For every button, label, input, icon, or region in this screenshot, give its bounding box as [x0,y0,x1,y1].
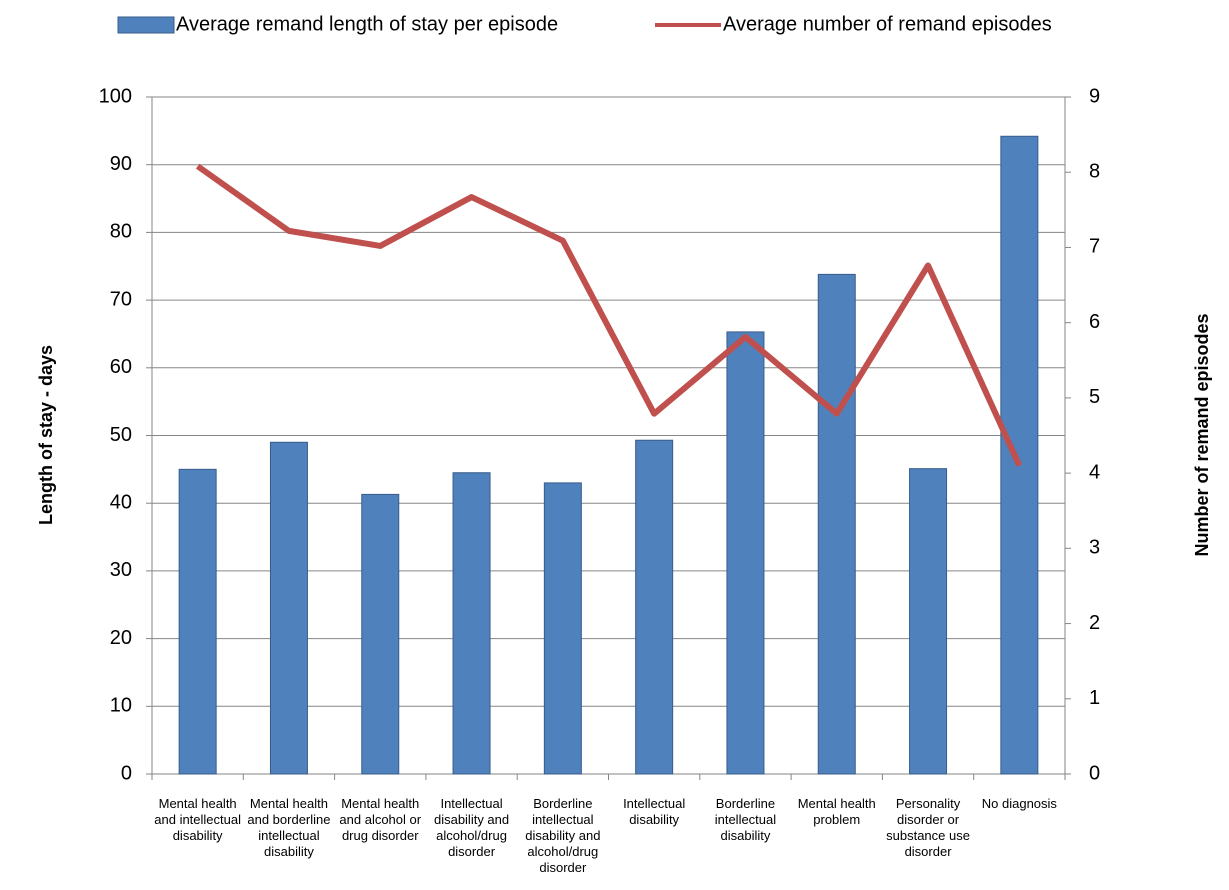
legend-label: Average remand length of stay per episod… [176,13,558,35]
x-tick-label: No diagnosis [981,796,1057,811]
y-axis-title: Length of stay - days [36,345,56,525]
y2-tick-label: 1 [1089,687,1100,709]
bar [178,468,217,775]
y2-tick-label: 0 [1089,762,1100,784]
y-tick-label: 20 [110,627,132,649]
y-tick-label: 100 [99,85,132,107]
x-tick-label: Borderline intellectual disability and a… [525,796,601,875]
y2-tick-label: 3 [1089,537,1100,559]
y-tick-label: 90 [110,153,132,175]
x-tick-label: Mental health and alcohol or drug disord… [339,796,422,843]
x-tick-label: Intellectual disability [623,796,686,827]
y2-tick-label: 7 [1089,236,1100,258]
y-tick-label: 80 [110,221,132,243]
x-tick-label: Personality disorder or substance use di… [886,796,970,859]
bar [909,468,948,775]
bar [726,331,765,775]
bar [452,472,491,775]
legend-label: Average number of remand episodes [723,13,1052,35]
bar [817,273,856,775]
bar [543,482,582,775]
bar [361,493,400,775]
y2-tick-label: 5 [1089,386,1100,408]
y-tick-label: 60 [110,356,132,378]
x-tick-label: Intellectual disability and alcohol/drug… [433,796,510,859]
x-tick-label: Mental health and intellectual disabilit… [154,796,241,843]
x-tick-label: Mental health and borderline intellectua… [247,796,331,859]
y-tick-label: 50 [110,424,132,446]
y2-axis-title: Number of remand episodes [1192,313,1212,556]
y-tick-label: 0 [121,762,132,784]
bar [635,439,674,775]
legend-swatch [117,16,175,34]
line [195,163,1023,467]
y2-tick-label: 4 [1089,461,1100,483]
y-tick-label: 70 [110,288,132,310]
y-tick-label: 10 [110,695,132,717]
bar [269,441,308,775]
bar [1000,135,1039,775]
y2-tick-label: 6 [1089,311,1100,333]
y-tick-label: 30 [110,559,132,581]
x-tick-label: Mental health problem [797,796,876,827]
y2-tick-label: 9 [1089,85,1100,107]
y2-tick-label: 2 [1089,612,1100,634]
x-tick-label: Borderline intellectual disability [714,796,777,843]
y2-tick-label: 8 [1089,161,1100,183]
y-tick-label: 40 [110,491,132,513]
